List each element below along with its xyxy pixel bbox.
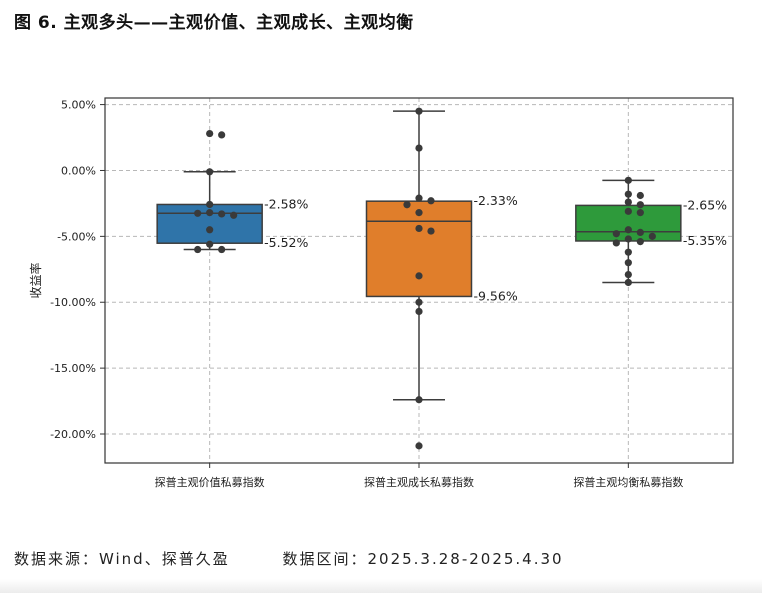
y-tick-label: -20.00% [50, 428, 96, 441]
q3-label: -2.33% [474, 193, 518, 208]
data-point [415, 396, 423, 404]
data-point [648, 232, 656, 240]
data-point [403, 201, 411, 209]
q1-label: -9.56% [474, 288, 518, 303]
data-point [427, 227, 435, 235]
data-point [624, 176, 632, 184]
q1-label: -5.52% [264, 235, 308, 250]
x-tick-label: 探普主观价值私募指数 [155, 475, 265, 489]
data-point [206, 240, 214, 248]
data-point [194, 245, 202, 254]
box-body [365, 200, 473, 298]
data-point [415, 209, 423, 217]
data-point [624, 198, 632, 206]
data-point [415, 272, 423, 280]
data-point [624, 207, 632, 215]
data-point [636, 228, 644, 237]
data-point [415, 107, 423, 115]
data-point [636, 191, 644, 200]
bottom-shade [0, 579, 762, 593]
data-point [218, 210, 226, 218]
data-point [636, 238, 644, 246]
data-point [415, 144, 423, 152]
plot-frame [104, 97, 734, 464]
data-point [415, 194, 423, 202]
data-range: 数据区间：2025.3.28-2025.4.30 [282, 550, 564, 568]
data-point [624, 278, 632, 287]
data-point [206, 209, 214, 217]
data-point [415, 442, 423, 450]
x-tick-label: 探普主观成长私募指数 [364, 475, 474, 489]
q3-label: -2.58% [264, 196, 308, 211]
data-point [624, 226, 632, 234]
data-point [612, 239, 620, 247]
y-tick-label: -10.00% [50, 296, 96, 309]
data-point [612, 230, 620, 238]
data-point [624, 248, 632, 256]
data-point [624, 259, 632, 267]
data-point [194, 209, 202, 217]
y-tick-label: 5.00% [61, 99, 96, 112]
data-point [636, 201, 644, 209]
q3-label: -2.65% [683, 197, 727, 212]
data-point [218, 131, 226, 139]
data-point [206, 226, 214, 234]
data-point [230, 211, 238, 219]
data-point [624, 235, 632, 243]
data-point [415, 307, 423, 316]
y-tick-label: -15.00% [50, 362, 96, 375]
data-point [636, 209, 644, 217]
y-tick-label: 0.00% [61, 164, 96, 177]
data-point [415, 298, 423, 306]
data-point [206, 129, 214, 138]
x-tick-label: 探普主观均衡私募指数 [573, 475, 683, 489]
q1-label: -5.35% [683, 233, 727, 248]
data-point [624, 190, 632, 198]
data-point [206, 200, 214, 209]
y-axis-label: 收益率 [28, 262, 43, 298]
data-point [415, 224, 423, 233]
data-point [218, 245, 226, 254]
data-point [206, 168, 214, 176]
data-point [624, 270, 632, 279]
data-source: 数据来源：Wind、探普久盈 [14, 550, 230, 568]
source-note: 数据来源：Wind、探普久盈 数据区间：2025.3.28-2025.4.30 [14, 548, 564, 569]
figure-title: 图 6. 主观多头——主观价值、主观成长、主观均衡 [14, 13, 414, 33]
box-plot-chart: 5.00% 0.00% -5.00% -10.00% -15.00% -20.00% 收益率… [28, 97, 734, 489]
data-point [427, 197, 435, 205]
y-tick-label: -5.00% [57, 230, 96, 243]
